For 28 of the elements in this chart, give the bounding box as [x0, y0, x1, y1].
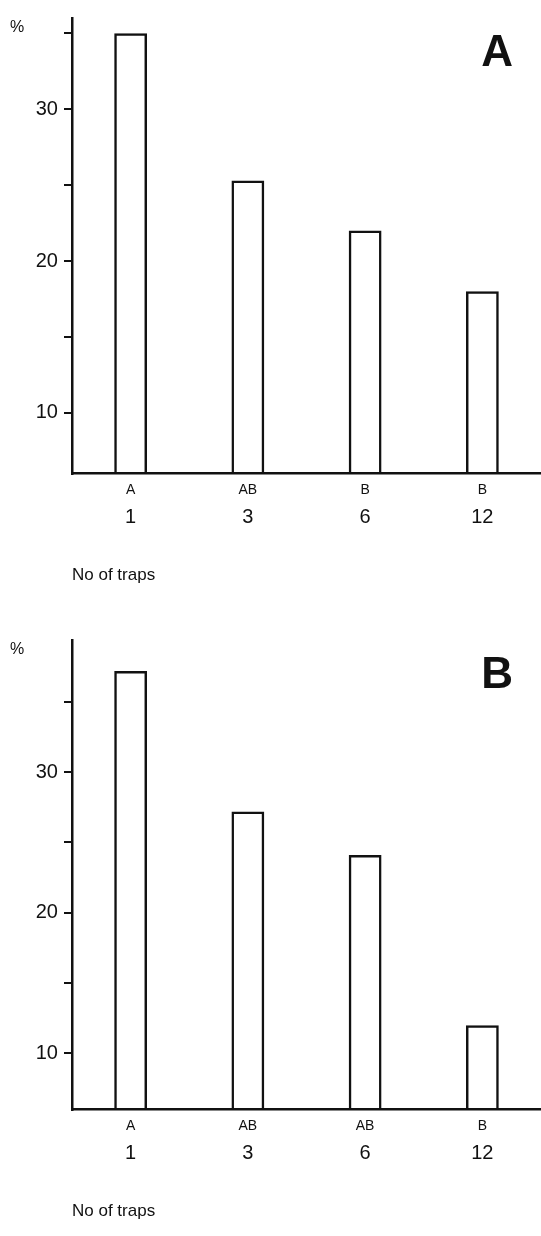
x-tick-label: 12 — [471, 505, 494, 528]
text: AB — [355, 1117, 375, 1134]
y-axis-title: % — [10, 18, 25, 36]
x-tick-label: 6 — [359, 1141, 371, 1164]
chart-title: A — [481, 26, 513, 76]
y-tick-label: 10 — [35, 400, 58, 423]
x-tick-label: 12 — [471, 1141, 494, 1164]
text: B — [477, 481, 488, 498]
x-tick-label: 3 — [242, 1141, 254, 1164]
text: B — [477, 1117, 488, 1134]
x-axis-title: No of traps — [72, 565, 156, 585]
x-tick-label: 1 — [125, 505, 137, 528]
y-tick-label: 20 — [35, 248, 58, 271]
x-tick-label: 1 — [125, 1141, 137, 1164]
y-tick-label: 10 — [35, 1040, 58, 1063]
text: B — [360, 481, 370, 498]
y-tick-label: 30 — [35, 96, 58, 119]
y-tick-label: 20 — [35, 900, 58, 923]
text: A — [125, 481, 136, 498]
y-axis-title: % — [10, 640, 25, 658]
x-tick-label: 6 — [359, 505, 371, 528]
text: A — [125, 1117, 136, 1134]
x-tick-label: 3 — [242, 505, 254, 528]
x-axis-title: No of traps — [72, 1201, 156, 1221]
text: AB — [238, 1117, 258, 1134]
text: AB — [238, 481, 258, 498]
chart-title: B — [481, 648, 513, 698]
y-tick-label: 30 — [35, 759, 58, 782]
